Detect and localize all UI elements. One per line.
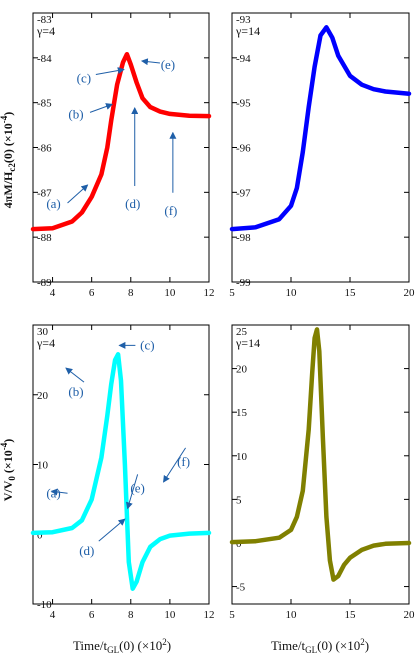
- y-tick-label: -5: [236, 582, 246, 594]
- x-tick-label: 12: [204, 287, 215, 299]
- annotation-label: (a): [46, 196, 60, 211]
- panel-C: 4 6 8 10 12 -10 0 10 20 30γ=4 (a) (b) (c) (d) (e) (f): [30, 324, 215, 621]
- x-tick-label: 4: [50, 609, 56, 621]
- annotation-arrow: [140, 58, 160, 66]
- y-tick-label: -98: [236, 232, 251, 244]
- x-tick-label: 15: [345, 287, 357, 299]
- annotation-label: (d): [125, 196, 140, 211]
- x-tick-label: 10: [164, 287, 176, 299]
- x-tick-label: 6: [89, 609, 95, 621]
- x-tick-label: 8: [128, 287, 134, 299]
- y-tick-label: -96: [236, 143, 251, 155]
- gamma-label: γ=4: [36, 24, 55, 38]
- y-tick-label: 10: [37, 460, 49, 472]
- y-tick-label: -84: [37, 53, 52, 65]
- x-tick-label: 10: [164, 609, 176, 621]
- y-tick-label: 20: [37, 390, 49, 402]
- gamma-label: γ=14: [235, 336, 260, 350]
- gamma-label: γ=4: [36, 336, 55, 350]
- y-tick-label: -99: [236, 277, 251, 289]
- y-tick-label: -93: [236, 14, 251, 26]
- x-axis-label-right: Time/tGL(0) (×102): [271, 637, 369, 655]
- y-tick-label: -86: [37, 143, 52, 155]
- annotation-arrow: [98, 518, 126, 542]
- x-tick-label: 4: [50, 287, 56, 299]
- y-tick-label: -97: [236, 187, 251, 199]
- annotation-label: (e): [130, 480, 144, 495]
- annotation-arrow: [89, 103, 113, 113]
- y-tick-label: -10: [37, 599, 52, 611]
- x-tick-label: 5: [229, 609, 235, 621]
- y-axis-label-bottom: V/V0 (×10-4): [0, 439, 17, 502]
- annotation-label: (e): [161, 57, 175, 72]
- y-tick-label: -95: [236, 98, 251, 110]
- x-tick-label: 6: [89, 287, 95, 299]
- x-tick-label: 10: [286, 287, 298, 299]
- y-tick-label: 20: [236, 364, 248, 376]
- y-tick-label: -83: [37, 14, 52, 26]
- series-line: [229, 327, 412, 582]
- panel-A: 4 6 8 10 12 -89 -88 -87 -86 -85 -84 -83γ=4 (a) (b) (c)…: [30, 12, 215, 299]
- annotation-label: (c): [77, 70, 91, 85]
- y-tick-label: 5: [236, 494, 242, 506]
- plot-frame: [231, 324, 410, 605]
- plot-frame: [231, 12, 410, 283]
- annotation-arrow: [67, 184, 89, 204]
- y-tick-label: -94: [236, 53, 251, 65]
- x-tick-label: 8: [128, 609, 134, 621]
- y-tick-label: -87: [37, 187, 52, 199]
- y-tick-label: -88: [37, 232, 52, 244]
- y-tick-label: 10: [236, 451, 248, 463]
- annotation-arrow: [125, 474, 139, 510]
- annotation-label: (b): [68, 384, 83, 399]
- annotation-label: (a): [46, 485, 60, 500]
- x-axis-label-left: Time/tGL(0) (×102): [73, 637, 171, 655]
- y-tick-label: 30: [37, 326, 49, 338]
- annotation-label: (b): [68, 106, 83, 121]
- x-tick-label: 20: [404, 609, 415, 621]
- x-tick-label: 5: [229, 287, 235, 299]
- annotation-arrow: [65, 367, 85, 383]
- y-axis-label-top: 4πM/Hc2(0) (×10-4): [0, 112, 17, 208]
- annotation-arrow: [163, 447, 186, 483]
- y-tick-label: 15: [236, 407, 248, 419]
- annotation-arrow: [50, 488, 68, 496]
- annotation-label: (f): [177, 454, 190, 469]
- y-tick-label: 25: [236, 326, 248, 338]
- y-tick-label: -85: [37, 98, 52, 110]
- annotation-label: (d): [79, 543, 94, 558]
- chart-panels: 4 6 8 10 12-89-88-87-86-85-84-83γ=4(a)(b)(c)…: [30, 12, 415, 621]
- series-line: [30, 352, 212, 591]
- y-tick-label: 0: [37, 529, 43, 541]
- plot-frame: [32, 12, 210, 283]
- panel-B: 5 10 15 20 -99 -98 -97 -96 -95 -94 -93γ=14: [229, 12, 415, 299]
- annotation-label: (f): [164, 203, 177, 218]
- x-tick-label: 12: [204, 609, 215, 621]
- x-tick-label: 15: [345, 609, 357, 621]
- annotation-label: (c): [140, 337, 154, 352]
- y-tick-label: -89: [37, 277, 52, 289]
- series-line: [229, 25, 412, 232]
- series-line: [30, 51, 212, 232]
- x-tick-label: 20: [404, 287, 415, 299]
- x-tick-label: 10: [286, 609, 298, 621]
- gamma-label: γ=14: [235, 24, 260, 38]
- annotation-arrow: [95, 67, 125, 75]
